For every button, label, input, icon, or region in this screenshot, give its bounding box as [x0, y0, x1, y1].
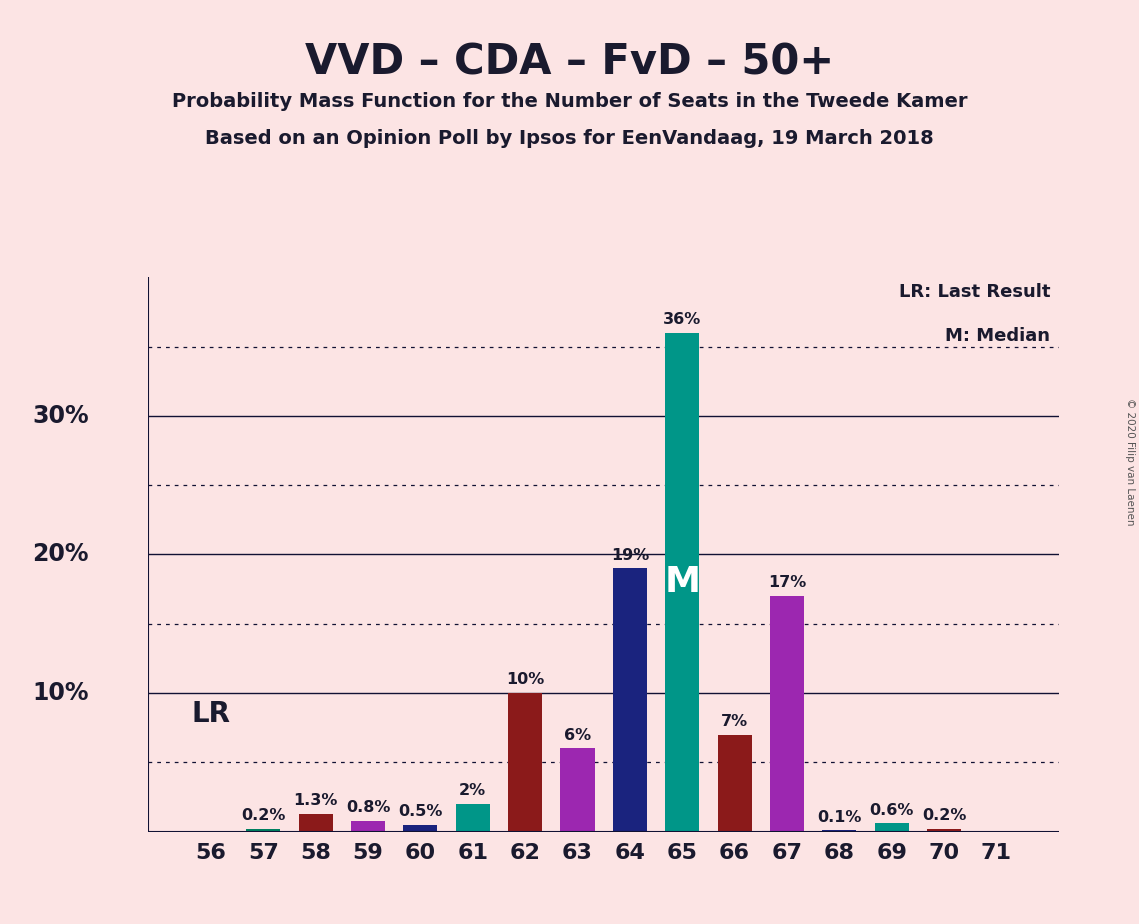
Text: 7%: 7%: [721, 714, 748, 729]
Text: 0.1%: 0.1%: [817, 809, 861, 824]
Text: 2%: 2%: [459, 784, 486, 798]
Bar: [298, 813, 333, 832]
Text: Probability Mass Function for the Number of Seats in the Tweede Kamer: Probability Mass Function for the Number…: [172, 92, 967, 112]
Bar: [351, 821, 385, 832]
Text: 0.5%: 0.5%: [399, 804, 443, 819]
Text: 0.8%: 0.8%: [346, 800, 391, 815]
Text: 10%: 10%: [32, 681, 89, 705]
Bar: [403, 824, 437, 832]
Bar: [875, 823, 909, 832]
Text: 0.6%: 0.6%: [869, 803, 913, 818]
Bar: [822, 830, 857, 832]
Text: 0.2%: 0.2%: [241, 808, 286, 823]
Bar: [770, 596, 804, 832]
Bar: [456, 804, 490, 832]
Text: 30%: 30%: [32, 404, 89, 428]
Text: LR: LR: [191, 699, 230, 728]
Text: M: M: [664, 565, 700, 599]
Bar: [246, 829, 280, 832]
Text: 19%: 19%: [611, 548, 649, 563]
Text: 6%: 6%: [564, 728, 591, 743]
Text: 0.2%: 0.2%: [921, 808, 966, 823]
Bar: [613, 568, 647, 832]
Bar: [508, 693, 542, 832]
Text: Based on an Opinion Poll by Ipsos for EenVandaag, 19 March 2018: Based on an Opinion Poll by Ipsos for Ee…: [205, 129, 934, 149]
Bar: [718, 735, 752, 832]
Text: 36%: 36%: [663, 312, 702, 327]
Text: VVD – CDA – FvD – 50+: VVD – CDA – FvD – 50+: [305, 42, 834, 83]
Text: 10%: 10%: [506, 673, 544, 687]
Text: 17%: 17%: [768, 576, 806, 590]
Text: 1.3%: 1.3%: [294, 793, 338, 808]
Text: LR: Last Result: LR: Last Result: [899, 283, 1050, 300]
Bar: [665, 333, 699, 832]
Bar: [560, 748, 595, 832]
Bar: [927, 829, 961, 832]
Text: M: Median: M: Median: [945, 327, 1050, 345]
Text: © 2020 Filip van Laenen: © 2020 Filip van Laenen: [1125, 398, 1134, 526]
Text: 20%: 20%: [32, 542, 89, 566]
